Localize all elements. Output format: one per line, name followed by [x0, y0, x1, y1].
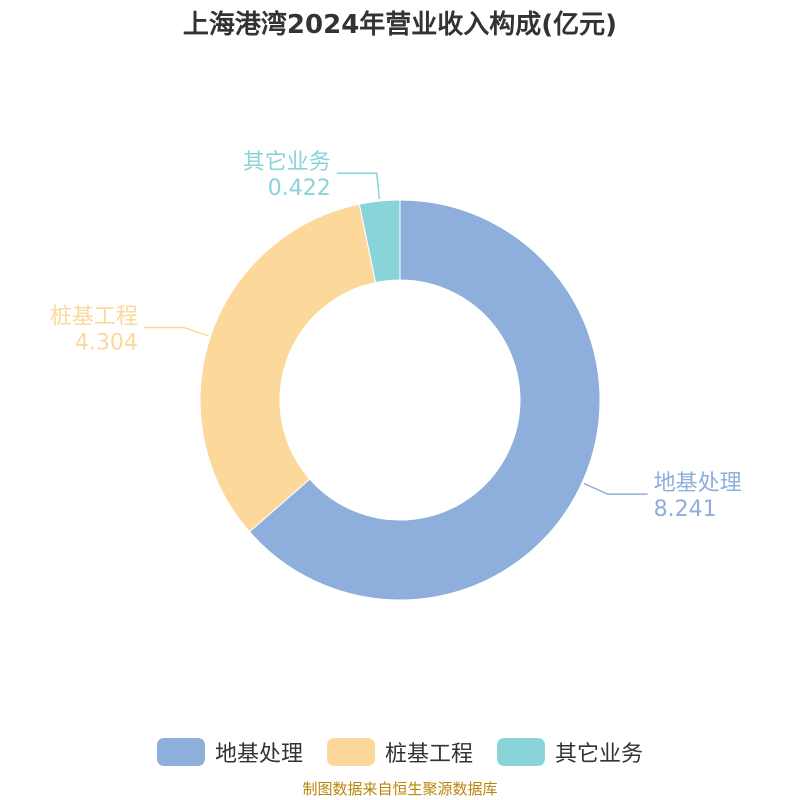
legend-item-2[interactable]: 其它业务	[497, 736, 643, 768]
legend-swatch-1	[326, 738, 375, 766]
legend-item-0[interactable]: 地基处理	[156, 736, 303, 768]
leader-line-2	[336, 172, 381, 200]
slice-label-value-0: 8.241	[654, 497, 717, 522]
leader-line-0	[583, 482, 648, 495]
slice-2[interactable]	[358, 199, 401, 284]
legend-item-1[interactable]: 桩基工程	[326, 736, 473, 768]
slice-label-name-0: 地基处理	[654, 471, 742, 496]
slice-1[interactable]	[199, 203, 377, 533]
legend-label-2: 其它业务	[555, 742, 644, 767]
leader-line-1	[143, 326, 209, 337]
legend: 地基处理 桩基工程 其它业务	[0, 736, 800, 768]
slice-label-value-2: 0.422	[268, 176, 331, 201]
slices-group	[199, 199, 601, 601]
slice-label-name-2: 其它业务	[243, 150, 331, 175]
slice-label-value-1: 4.304	[75, 331, 138, 356]
slice-0[interactable]	[248, 199, 601, 601]
legend-swatch-0	[156, 738, 205, 766]
chart-title: 上海港湾2024年营业收入构成(亿元)	[182, 10, 618, 40]
slice-label-name-1: 桩基工程	[50, 305, 138, 330]
legend-label-1: 桩基工程	[384, 742, 473, 767]
legend-label-0: 地基处理	[214, 742, 303, 767]
data-source-note: 制图数据来自恒生聚源数据库	[302, 780, 498, 798]
legend-swatch-2	[497, 738, 545, 766]
